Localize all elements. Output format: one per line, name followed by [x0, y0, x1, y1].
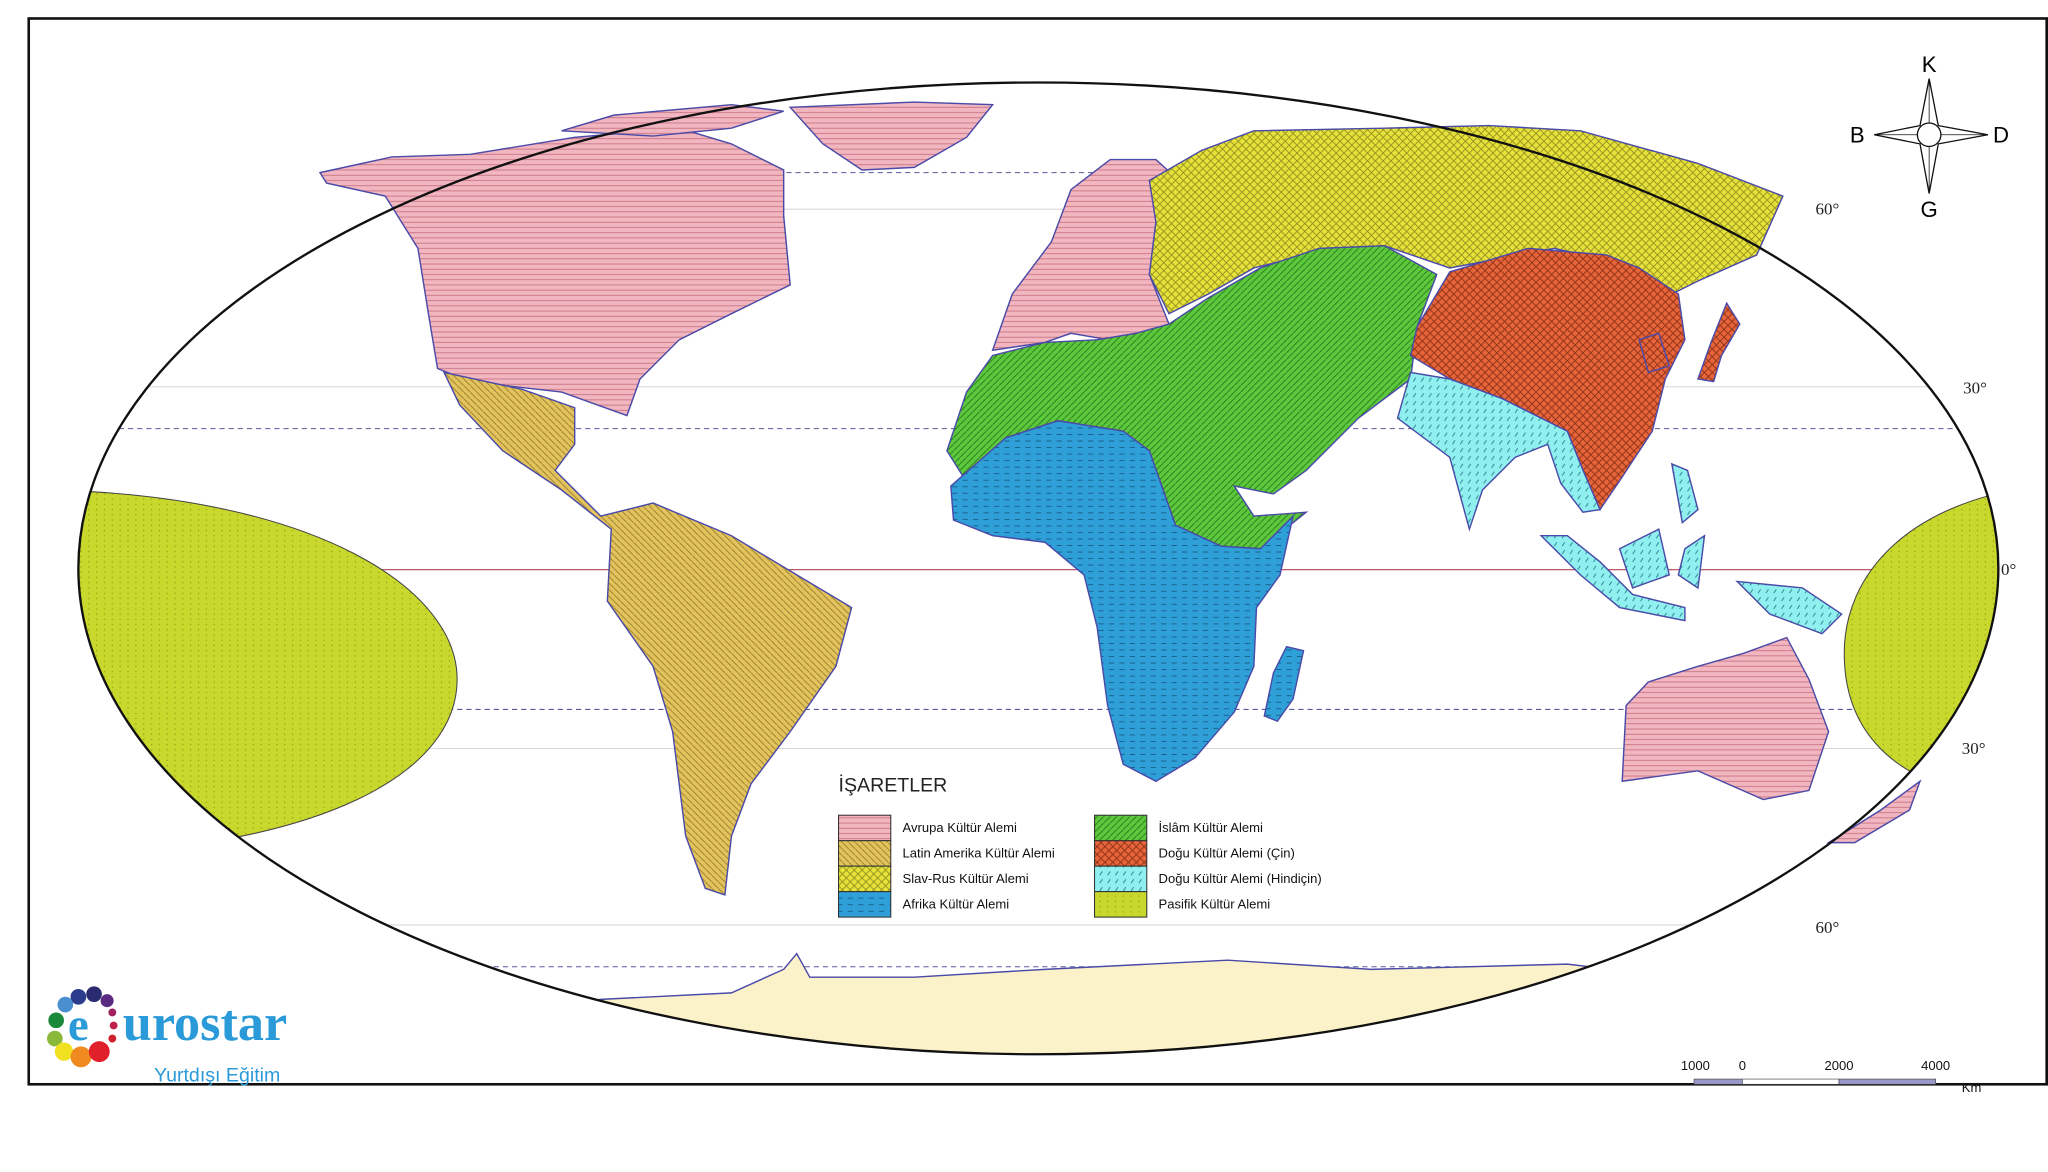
legend-swatch	[838, 840, 892, 867]
legend-swatch	[1094, 891, 1148, 918]
legend-swatch	[838, 891, 892, 918]
lat-label-equator: 0°	[2001, 560, 2016, 579]
legend-label: Pasifik Kültür Alemi	[1159, 897, 1271, 912]
legend-label: Doğu Kültür Alemi (Hindiçin)	[1159, 871, 1322, 886]
lat-label-60s: 60°	[1816, 918, 1840, 937]
legend-label: Avrupa Kültür Alemi	[903, 820, 1017, 835]
compass-west: B	[1850, 123, 1865, 148]
region-new-zealand	[1826, 779, 1922, 844]
svg-text:e: e	[68, 999, 89, 1051]
region-africa	[950, 420, 1295, 783]
world-outline	[77, 81, 2000, 1056]
legend-swatch	[838, 814, 892, 842]
legend: İŞARETLER Avrupa Kültür Alemi Latin Ameri…	[838, 774, 1322, 918]
legend-label: Slav-Rus Kültür Alemi	[903, 871, 1029, 886]
scale-tick-4000: 4000	[1921, 1058, 1950, 1073]
legend-swatch	[1094, 840, 1148, 867]
region-latin-america	[442, 371, 853, 896]
logo-tagline: Yurtdışı Eğitim	[154, 1065, 280, 1087]
scale-unit: Km	[1962, 1080, 1982, 1095]
compass-north: K	[1922, 52, 1937, 77]
scale-tick-2000: 2000	[1825, 1058, 1854, 1073]
scale-bar: 1000 0 2000 4000 Km	[1681, 1058, 1982, 1095]
lat-label-30n: 30°	[1963, 378, 1987, 397]
scale-tick-0: 0	[1739, 1058, 1746, 1073]
legend-label: İslâm Kültür Alemi	[1159, 820, 1264, 835]
compass-rose: K G D B	[1850, 52, 2009, 222]
legend-swatch	[1094, 865, 1148, 893]
region-madagascar	[1263, 645, 1305, 723]
legend-label: Latin Amerika Kültür Alemi	[903, 846, 1055, 861]
region-korea	[1638, 332, 1671, 374]
legend-title: İŞARETLER	[839, 774, 948, 797]
legend-swatch	[838, 865, 892, 893]
region-hindicin	[1396, 371, 1602, 532]
region-indonesia	[1539, 528, 1843, 635]
latitude-labels: 60° 30° 0° 30° 60°	[1816, 199, 2017, 936]
compass-east: D	[1993, 123, 2009, 148]
region-japan	[1696, 301, 1741, 383]
scale-tick-1000: 1000	[1681, 1058, 1710, 1073]
svg-text:urostar: urostar	[123, 994, 287, 1052]
region-australia	[1621, 636, 1830, 801]
eurostar-logo: e urostar Yurtdışı Eğitim	[47, 986, 287, 1087]
legend-label: Doğu Kültür Alemi (Çin)	[1159, 846, 1295, 861]
region-philippines	[1670, 462, 1699, 524]
region-arctic-islands	[561, 103, 784, 137]
legend-label: Afrika Kültür Alemi	[903, 897, 1010, 912]
legend-swatch	[1094, 814, 1148, 842]
compass-south: G	[1921, 197, 1938, 222]
lat-label-60n: 60°	[1816, 199, 1840, 218]
lat-label-30s: 30°	[1962, 739, 1986, 758]
continents	[318, 101, 1922, 896]
region-greenland	[788, 101, 995, 171]
